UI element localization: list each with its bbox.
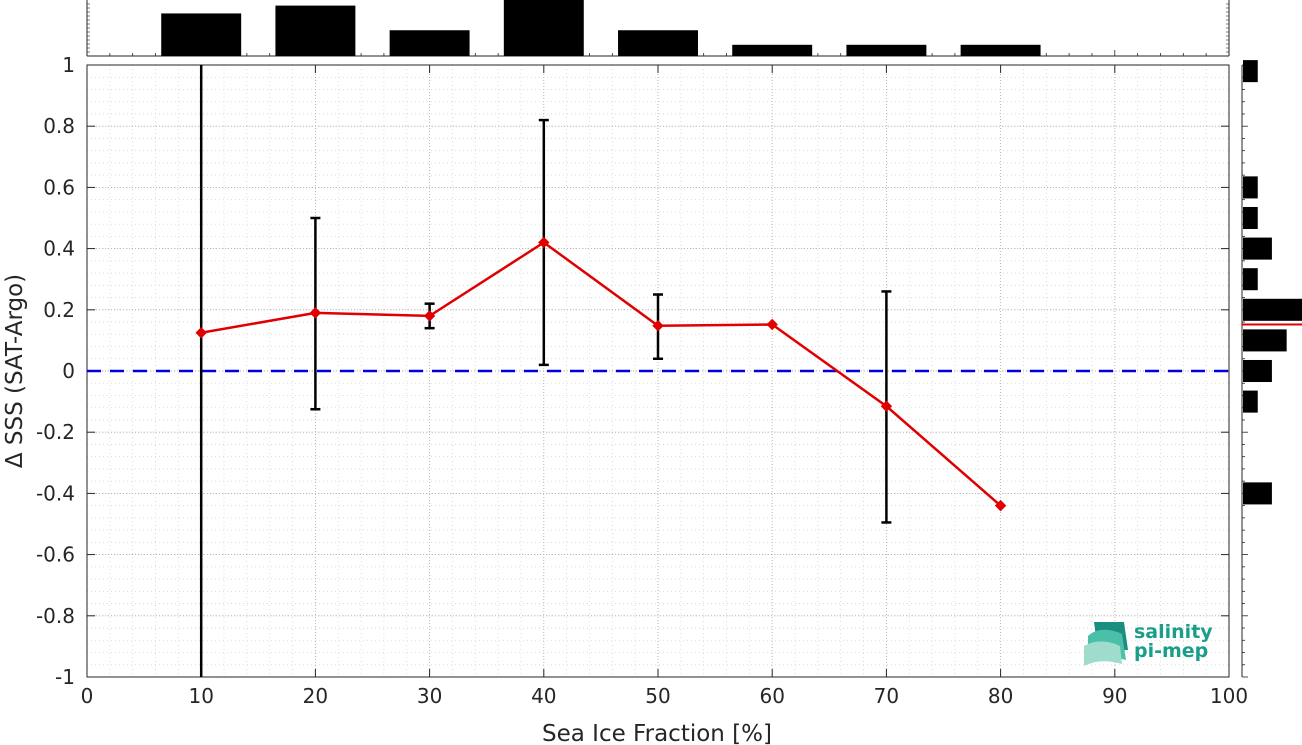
right-hist-bar	[1243, 60, 1258, 83]
y-tick-label: 0.6	[43, 175, 75, 199]
x-tick-label: 20	[303, 684, 328, 708]
tick-labels: 0 10 20 30 40 50 60 70 80 90 100-1-0.8-0.6-0.4-0.2…	[36, 53, 1248, 708]
data-point	[880, 400, 893, 412]
right-hist-bar	[1243, 268, 1258, 291]
main-plot	[86, 64, 1230, 678]
top-hist-bar	[846, 44, 927, 56]
y-tick-label: 0.4	[43, 237, 75, 261]
top-hist-bar	[503, 0, 584, 56]
right-hist-bar	[1243, 298, 1302, 321]
data-point	[195, 327, 207, 339]
x-tick-label: 0	[81, 684, 94, 708]
salinity-pi-mep-logo: salinity pi-mep	[1084, 621, 1213, 666]
top-hist-bar	[960, 44, 1041, 56]
data-point	[423, 310, 436, 322]
x-tick-label: 80	[988, 684, 1013, 708]
right-histogram	[1241, 60, 1302, 678]
logo-text-salinity: salinity	[1134, 621, 1213, 643]
x-tick-label: 90	[1102, 684, 1127, 708]
right-hist-bar	[1243, 329, 1287, 352]
top-hist-bar	[275, 5, 356, 57]
data-point	[538, 236, 550, 249]
x-tick-label: 70	[874, 684, 899, 708]
top-histogram	[86, 0, 1230, 57]
top-hist-bar	[618, 30, 698, 56]
x-tick-label: 40	[531, 684, 556, 708]
top-hist-bar	[389, 30, 470, 56]
x-tick-label: 10	[188, 684, 213, 708]
y-tick-label: -0.2	[36, 420, 75, 444]
right-hist-bar	[1243, 359, 1272, 383]
y-tick-label: -0.8	[36, 604, 75, 628]
y-tick-label: 0.8	[43, 114, 75, 138]
right-hist-bar	[1243, 176, 1258, 199]
logo-text-pi-mep: pi-mep	[1134, 640, 1208, 662]
x-tick-label: 50	[645, 684, 670, 708]
right-hist-bar	[1243, 237, 1272, 260]
logo-mark-icon	[1084, 622, 1128, 666]
x-axis-label: Sea Ice Fraction [%]	[542, 721, 772, 745]
y-tick-label: 0.2	[43, 298, 75, 322]
data-point	[766, 318, 778, 331]
series-line	[200, 240, 1002, 507]
y-tick-label: -0.4	[36, 481, 75, 505]
top-hist-bar	[732, 44, 813, 56]
right-hist-bar	[1243, 482, 1272, 505]
right-hist-bar	[1243, 206, 1258, 230]
x-tick-label: 100	[1210, 684, 1248, 708]
y-tick-label: -1	[55, 665, 75, 689]
y-tick-label: 0	[62, 359, 75, 383]
data-point	[309, 307, 322, 319]
x-tick-label: 30	[417, 684, 442, 708]
x-tick-label: 60	[759, 684, 784, 708]
right-hist-bar	[1243, 390, 1258, 413]
y-tick-label: -0.6	[36, 543, 75, 567]
y-axis-label: Δ SSS (SAT-Argo)	[2, 274, 28, 468]
top-hist-bar	[161, 13, 242, 57]
y-tick-label: 1	[62, 53, 75, 77]
data-point	[994, 499, 1007, 512]
data-point	[652, 320, 664, 332]
